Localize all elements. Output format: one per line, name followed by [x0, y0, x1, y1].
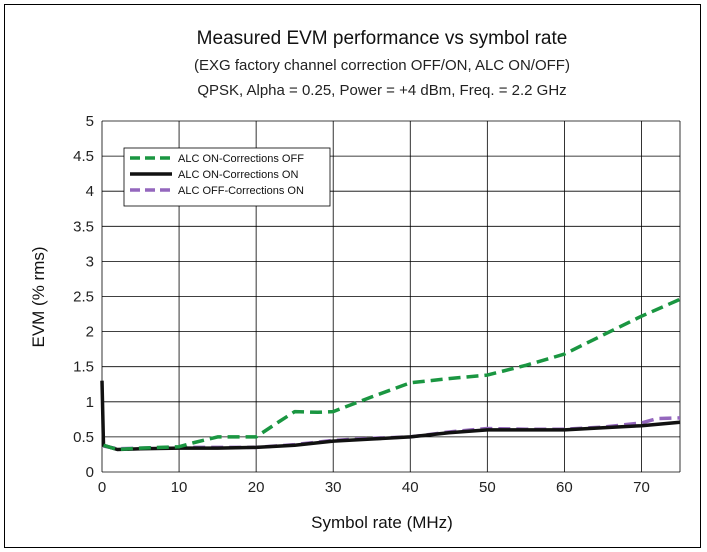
y-tick-label: 1 [86, 394, 94, 411]
y-tick-label: 1.5 [73, 359, 94, 376]
x-tick-label: 10 [171, 479, 188, 496]
y-tick-label: 2 [86, 324, 94, 341]
x-tick-label: 30 [325, 479, 342, 496]
chart-title: Measured EVM performance vs symbol rate [197, 28, 568, 49]
y-tick-label: 4 [86, 183, 94, 200]
x-tick-label: 50 [479, 479, 496, 496]
legend-label-2: ALC OFF-Corrections ON [178, 185, 304, 197]
y-tick-label: 0 [86, 464, 94, 481]
legend-label-0: ALC ON-Corrections OFF [178, 153, 304, 165]
x-tick-label: 60 [556, 479, 573, 496]
legend-box [123, 147, 331, 207]
y-axis-label: EVM (% rms) [29, 246, 48, 347]
y-tick-label: 3 [86, 253, 94, 270]
x-tick-labels: 0 10 20 30 40 50 60 70 [98, 479, 650, 496]
x-tick-label: 20 [248, 479, 265, 496]
chart-subtitle-line-2: QPSK, Alpha = 0.25, Power = +4 dBm, Freq… [197, 82, 566, 99]
series-line-2 [103, 416, 681, 451]
y-tick-labels: 0 0.5 1 1.5 2 2.5 3 3.5 4 4.5 5 [73, 113, 94, 481]
legend-label-1: ALC ON-Corrections ON [178, 169, 298, 181]
chart-frame [4, 4, 701, 548]
chart-subtitle-line-1: (EXG factory channel correction OFF/ON, … [194, 57, 570, 74]
series-lines [100, 297, 681, 452]
x-tick-label: 70 [633, 479, 650, 496]
series-line-0 [102, 297, 681, 452]
y-tick-label: 4.5 [73, 148, 94, 165]
x-axis-label: Symbol rate (MHz) [311, 513, 453, 532]
y-tick-label: 2.5 [73, 289, 94, 306]
legend: ALC ON-Corrections OFF ALC ON-Corrections… [123, 147, 331, 207]
series-line-1 [100, 380, 681, 452]
x-tick-label: 0 [98, 479, 106, 496]
y-tick-label: 0.5 [73, 429, 94, 446]
x-tick-label: 40 [402, 479, 419, 496]
y-tick-label: 5 [86, 113, 94, 130]
y-tick-label: 3.5 [73, 218, 94, 235]
